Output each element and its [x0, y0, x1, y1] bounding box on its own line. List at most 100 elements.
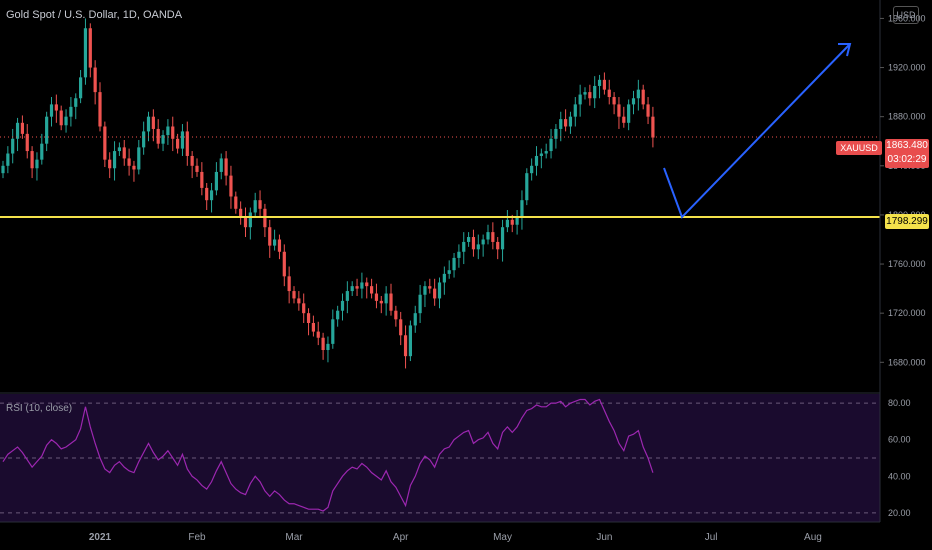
- candle-body: [117, 147, 121, 152]
- candle-body: [360, 282, 364, 289]
- candle-body: [384, 293, 388, 304]
- last-price-tag: 1863.480 03:02:29: [885, 139, 929, 168]
- candle-body: [355, 286, 359, 289]
- candle-body: [40, 143, 44, 160]
- candle-body: [151, 116, 155, 129]
- candle-body: [20, 122, 24, 134]
- candle-body: [374, 293, 379, 301]
- candle-body: [234, 196, 238, 209]
- candle-body: [273, 239, 277, 246]
- candle-body: [423, 286, 427, 295]
- candle-body: [554, 128, 558, 139]
- candle-body: [292, 291, 296, 299]
- price-tick-label: 1680.000: [888, 357, 926, 367]
- candle-body: [224, 158, 228, 176]
- projection-arrowhead: [838, 43, 852, 57]
- candle-body: [195, 165, 199, 172]
- candle-body: [476, 244, 480, 250]
- candle-body: [214, 171, 218, 191]
- candle-body: [588, 92, 592, 99]
- symbol-tag: XAUUSD: [836, 141, 882, 155]
- candle-body: [268, 227, 272, 246]
- candle-body: [45, 116, 49, 144]
- candle-body: [530, 165, 534, 174]
- candle-body: [79, 77, 83, 99]
- candle-body: [340, 300, 345, 311]
- candle-body: [564, 119, 568, 127]
- rsi-tick-label: 80.00: [888, 398, 911, 408]
- candle-body: [59, 110, 63, 126]
- candle-body: [447, 270, 451, 274]
- chart-title: Gold Spot / U.S. Dollar, 1D, OANDA: [6, 9, 183, 21]
- grid-lines: [0, 402, 880, 514]
- price-tick-label: 1720.000: [888, 308, 926, 318]
- candle-body: [142, 131, 146, 148]
- candle-body: [593, 85, 597, 99]
- candle-body: [331, 319, 335, 344]
- candle-body: [74, 98, 78, 107]
- candle-body: [612, 97, 616, 105]
- candle-body: [166, 126, 170, 136]
- candle-body: [248, 212, 252, 228]
- candle-body: [103, 126, 107, 160]
- candle-body: [433, 288, 437, 299]
- candle-body: [219, 158, 223, 172]
- candle-body: [326, 343, 330, 351]
- rsi-tick-label: 40.00: [888, 471, 911, 481]
- candle-body: [185, 131, 189, 156]
- candle-body: [602, 79, 606, 90]
- candle-body: [306, 313, 311, 323]
- candle-body: [515, 217, 519, 225]
- candle-body: [428, 286, 432, 289]
- candle-body: [607, 89, 611, 98]
- candle-body: [146, 116, 151, 132]
- time-tick-label: Jun: [596, 532, 612, 543]
- candle-body: [539, 153, 543, 156]
- candle-body: [209, 190, 214, 201]
- candle-body: [200, 171, 204, 188]
- candle-body: [452, 257, 456, 271]
- candle-body: [636, 89, 640, 99]
- candle-body: [54, 104, 58, 111]
- candle-body: [559, 119, 563, 129]
- time-tick-label: Apr: [393, 532, 409, 543]
- candle-body: [496, 241, 500, 250]
- candle-body: [1, 165, 5, 174]
- candle-body: [243, 217, 248, 228]
- candle-body: [132, 165, 136, 170]
- candle-body: [394, 310, 398, 320]
- candle-body: [122, 147, 126, 159]
- candle-body: [505, 219, 509, 228]
- candle-body: [190, 155, 194, 166]
- candle-body: [573, 104, 577, 117]
- bar-countdown: 03:02:29: [887, 154, 927, 165]
- currency-button[interactable]: USD: [893, 6, 919, 24]
- time-tick-label: 2021: [89, 532, 112, 543]
- candle-body: [520, 200, 524, 218]
- candle-body: [389, 293, 393, 311]
- price-tick-label: 1760.000: [888, 259, 926, 269]
- candle-body: [64, 116, 68, 126]
- candle-body: [25, 133, 29, 152]
- candle-body: [549, 138, 553, 152]
- candle-body: [98, 92, 102, 127]
- rsi-indicator-label[interactable]: RSI (10, close): [6, 403, 73, 414]
- candle-body: [239, 208, 243, 218]
- candle-body: [403, 335, 408, 357]
- candle-body: [408, 325, 412, 357]
- candle-body: [583, 92, 587, 95]
- candle-body: [525, 173, 529, 201]
- candle-body: [437, 282, 442, 299]
- candle-body: [108, 159, 112, 169]
- candle-body: [287, 276, 291, 292]
- candle-body: [83, 28, 88, 78]
- candle-body: [180, 131, 185, 149]
- candle-body: [481, 239, 485, 245]
- candle-body: [137, 147, 141, 170]
- candle-body: [413, 313, 417, 326]
- candle-body: [93, 67, 97, 93]
- candle-body: [622, 116, 626, 123]
- time-tick-label: Feb: [188, 532, 206, 543]
- candle-body: [30, 151, 34, 169]
